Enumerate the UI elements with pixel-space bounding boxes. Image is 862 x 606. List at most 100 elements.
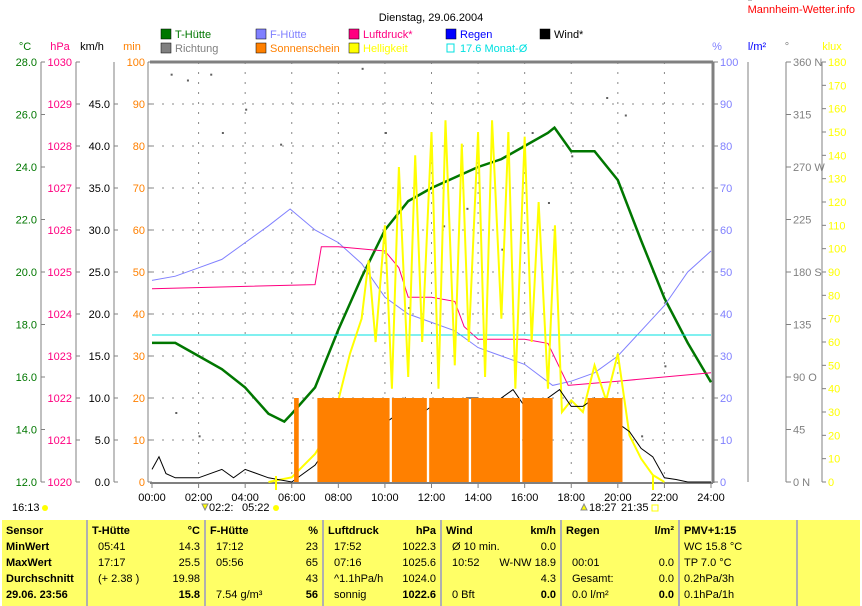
x-tick-label: 12:00 bbox=[418, 492, 446, 504]
stats-label: 7.54 g/m³ bbox=[216, 589, 263, 601]
rain-tick-label: 0.0 bbox=[755, 0, 770, 3]
stats-value: 0.0 bbox=[658, 557, 674, 569]
stats-label: Regen bbox=[566, 525, 600, 537]
x-tick-label: 06:00 bbox=[278, 492, 306, 504]
sun-tick-label: 90 bbox=[133, 99, 145, 111]
direction-point bbox=[606, 97, 609, 99]
stats-row: Durchschnitt bbox=[6, 571, 82, 587]
direction-tick-label: 45 bbox=[793, 425, 805, 437]
stats-value: 14.3 bbox=[178, 541, 200, 553]
stats-row: MaxWert bbox=[6, 555, 82, 571]
stats-label: ^1.1hPa/h bbox=[334, 573, 384, 585]
direction-point bbox=[547, 202, 550, 204]
stats-label: Gesamt: bbox=[572, 573, 614, 585]
legend-label: Regen bbox=[460, 29, 492, 41]
stats-row: 10:52 W-NW 18.9 bbox=[446, 555, 556, 571]
sunshine-bar bbox=[429, 398, 469, 482]
direction-point bbox=[624, 114, 627, 117]
direction-point bbox=[221, 132, 224, 134]
humidity-tick-label: 60 bbox=[720, 225, 732, 237]
moonphase-time: 16:13 bbox=[12, 502, 40, 514]
stats-column: F-Hütte% 17:12 23 05:56 65 43 7.54 g/m³ 56 bbox=[206, 520, 324, 606]
sun-tick-label: 30 bbox=[133, 351, 145, 363]
legend-label: T-Hütte bbox=[175, 29, 211, 41]
stats-label: MinWert bbox=[6, 541, 50, 553]
wind-tick-label: 0.0 bbox=[95, 477, 110, 489]
stats-row: Sensor bbox=[6, 523, 82, 539]
stats-value: 0.0 bbox=[540, 589, 556, 601]
stats-row: MinWert bbox=[6, 539, 82, 555]
pressure-tick-label: 1021 bbox=[48, 435, 72, 447]
x-tick-label: 10:00 bbox=[371, 492, 399, 504]
stats-label: WC 15.8 °C bbox=[684, 541, 743, 553]
moonset-time: 02:2: bbox=[209, 502, 233, 514]
stats-label: Sensor bbox=[6, 525, 44, 537]
humidity-tick-label: 30 bbox=[720, 351, 732, 363]
wind-tick-label: 35.0 bbox=[89, 183, 110, 195]
temp-tick-label: 12.0 bbox=[16, 477, 37, 489]
sunshine-bar bbox=[391, 398, 427, 482]
stats-label: 0.1hPa/1h bbox=[684, 589, 735, 601]
light-tick-label: 70 bbox=[828, 314, 840, 326]
stats-label bbox=[92, 587, 98, 603]
direction-point bbox=[170, 73, 173, 76]
stats-label: F-Hütte bbox=[210, 525, 249, 537]
pressure-tick-label: 1023 bbox=[48, 351, 72, 363]
stats-value: 1022.3 bbox=[402, 541, 436, 553]
rain-axis-unit: l/m² bbox=[748, 41, 767, 53]
legend-swatch bbox=[446, 43, 455, 53]
weather-chart: Dienstag, 29.06.2004 Mannheim-Wetter.info… bbox=[12, 0, 855, 514]
humidity-axis-unit: % bbox=[712, 41, 722, 53]
temp-tick-label: 20.0 bbox=[16, 267, 37, 279]
sun-tick-label: 0 bbox=[139, 477, 145, 489]
stats-row: 7.54 g/m³ 56 bbox=[210, 587, 318, 603]
stats-row: Wind km/h bbox=[446, 523, 556, 539]
humidity-tick-label: 80 bbox=[720, 141, 732, 153]
sunshine-bar bbox=[522, 398, 553, 482]
stats-label: 17:52 bbox=[334, 541, 362, 553]
stats-value: 23 bbox=[305, 541, 318, 553]
light-tick-label: 130 bbox=[828, 174, 846, 186]
stats-row: 0.0 l/m² 0.0 bbox=[566, 587, 674, 603]
direction-point bbox=[664, 365, 667, 368]
light-tick-label: 180 bbox=[828, 57, 846, 69]
direction-point bbox=[466, 207, 469, 210]
direction-tick-label: 180 S bbox=[793, 267, 822, 279]
light-tick-label: 20 bbox=[828, 430, 840, 442]
legend-label: Wind* bbox=[554, 29, 584, 41]
temp-tick-label: 18.0 bbox=[16, 320, 37, 332]
stats-row: Regen l/m² bbox=[566, 523, 674, 539]
pressure-tick-label: 1030 bbox=[48, 57, 72, 69]
stats-row bbox=[566, 539, 674, 555]
stats-value: 25.5 bbox=[178, 557, 200, 569]
moonrise-time: 18:27 bbox=[589, 502, 617, 514]
stats-label bbox=[210, 571, 216, 587]
moonset-arrow-icon bbox=[201, 503, 209, 512]
light-tick-label: 50 bbox=[828, 360, 840, 372]
stats-label: Wind bbox=[446, 525, 473, 537]
pressure-tick-label: 1024 bbox=[48, 309, 72, 321]
stats-row: sonnig 1022.6 bbox=[328, 587, 436, 603]
light-tick-label: 140 bbox=[828, 150, 846, 162]
x-tick-label: 08:00 bbox=[325, 492, 353, 504]
wind-tick-label: 30.0 bbox=[89, 225, 110, 237]
stats-label bbox=[566, 539, 572, 555]
stats-value: 15.8 bbox=[178, 589, 200, 601]
pressure-tick-label: 1028 bbox=[48, 141, 72, 153]
humidity-tick-label: 20 bbox=[720, 393, 732, 405]
sun-tick-label: 70 bbox=[133, 183, 145, 195]
humidity-tick-label: 70 bbox=[720, 183, 732, 195]
x-tick-label: 20:00 bbox=[604, 492, 632, 504]
pressure-tick-label: 1025 bbox=[48, 267, 72, 279]
series-luftdruck-line bbox=[151, 246, 712, 386]
legend-label: Richtung bbox=[175, 43, 218, 55]
sunshine-bar bbox=[471, 398, 521, 482]
stats-row: 00:01 0.0 bbox=[566, 555, 674, 571]
direction-point bbox=[186, 79, 189, 82]
temp-tick-label: 28.0 bbox=[16, 57, 37, 69]
stats-label: Luftdruck bbox=[328, 525, 379, 537]
stats-column: Regen l/m² 00:01 0.0 Gesamt: 0.0 0.0 l/m² 0.0 bbox=[562, 520, 680, 606]
stats-label: Ø 10 min. bbox=[452, 541, 500, 553]
stats-value: 43 bbox=[305, 573, 318, 585]
stats-column: Luftdruck hPa 17:52 1022.3 07:16 1025.6 ^1.1hP… bbox=[324, 520, 442, 606]
